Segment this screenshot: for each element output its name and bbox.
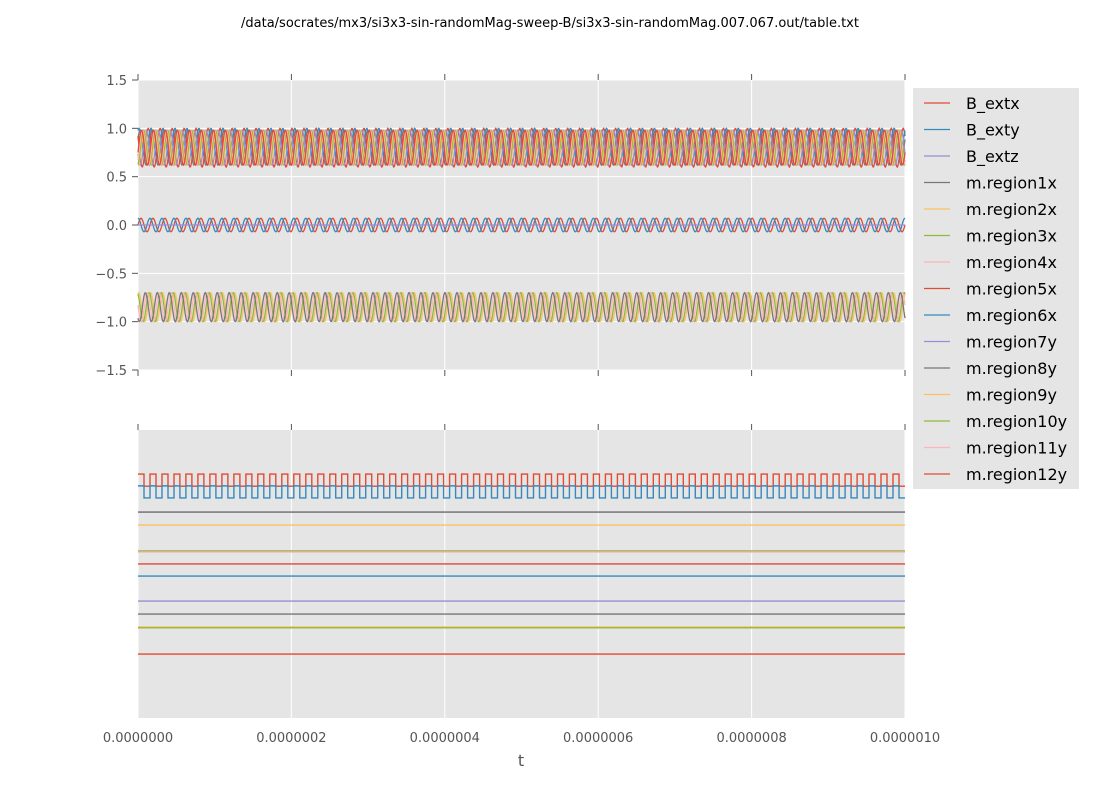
y-tick-label: 1.5 (106, 74, 127, 89)
legend-label: B_extz (966, 147, 1019, 167)
y-tick-label: 1.0 (106, 122, 127, 137)
series-line-m-region8y (137, 291, 906, 323)
legend-label: m.region12y (966, 465, 1067, 484)
y-tick-label: −0.5 (95, 267, 127, 282)
legend-label: B_extx (966, 94, 1020, 114)
chart-title: /data/socrates/mx3/si3x3-sin-randomMag-s… (241, 16, 859, 31)
legend-label: m.region2x (966, 200, 1057, 219)
series-line-b_exty (137, 217, 906, 233)
x-tick-label: 0.0000002 (256, 731, 326, 746)
y-tick-label: 0.5 (106, 171, 127, 186)
x-tick-label: 0.0000010 (870, 731, 940, 746)
series-line-m-region12y (137, 129, 906, 167)
legend-label: m.region4x (966, 253, 1057, 272)
legend: B_extx B_exty B_extz m.region1x m.region2x m.… (913, 88, 1079, 489)
legend-label: m.region9y (966, 386, 1057, 405)
x-tick-label: 0.0000000 (103, 731, 173, 746)
legend-label: m.region11y (966, 439, 1067, 458)
legend-label: m.region10y (966, 412, 1067, 431)
bottom-trace-1 (138, 485, 905, 499)
x-tick-label: 0.0000008 (716, 731, 786, 746)
legend-label: m.region5x (966, 280, 1057, 299)
x-axis-label: t (518, 751, 524, 770)
x-tick-label: 0.0000006 (563, 731, 633, 746)
legend-label: m.region6x (966, 306, 1057, 325)
bottom-plot-area (138, 430, 905, 718)
legend-label: m.region8y (966, 359, 1057, 378)
series-line-m-region10y (137, 129, 906, 167)
y-tick-label: −1.0 (95, 316, 127, 331)
y-tick-label: −1.5 (95, 364, 127, 379)
bottom-trace-0 (138, 473, 905, 487)
legend-label: m.region7y (966, 333, 1057, 352)
legend-label: B_exty (966, 121, 1020, 141)
x-tick-label: 0.0000004 (410, 731, 480, 746)
y-tick-label: 0.0 (106, 219, 127, 234)
legend-label: m.region1x (966, 174, 1057, 193)
legend-label: m.region3x (966, 227, 1057, 246)
